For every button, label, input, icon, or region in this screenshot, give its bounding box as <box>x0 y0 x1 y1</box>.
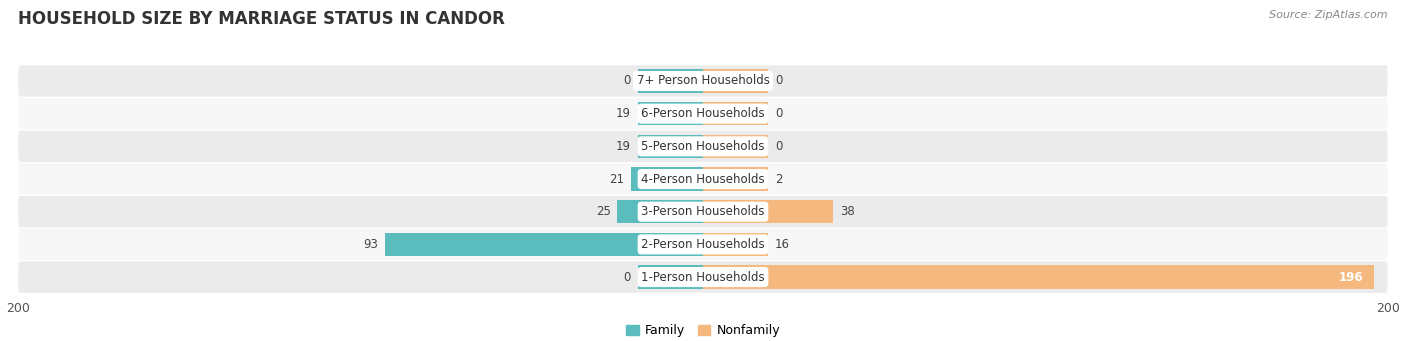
FancyBboxPatch shape <box>18 163 1388 195</box>
Text: 2: 2 <box>775 173 782 186</box>
Text: 19: 19 <box>616 140 631 153</box>
Text: 0: 0 <box>624 74 631 88</box>
Text: 6-Person Households: 6-Person Households <box>641 107 765 120</box>
Text: 4-Person Households: 4-Person Households <box>641 173 765 186</box>
FancyBboxPatch shape <box>18 229 1388 260</box>
Text: 16: 16 <box>775 238 790 251</box>
Text: 7+ Person Households: 7+ Person Households <box>637 74 769 88</box>
FancyBboxPatch shape <box>18 98 1388 129</box>
Text: 38: 38 <box>839 205 855 218</box>
Bar <box>703 135 768 158</box>
Text: 25: 25 <box>596 205 610 218</box>
FancyBboxPatch shape <box>18 196 1388 227</box>
Bar <box>638 69 703 93</box>
Bar <box>703 102 768 125</box>
Text: 19: 19 <box>616 107 631 120</box>
Bar <box>703 200 834 223</box>
Legend: Family, Nonfamily: Family, Nonfamily <box>621 319 785 341</box>
Bar <box>638 102 703 125</box>
Text: 93: 93 <box>363 238 378 251</box>
Bar <box>638 265 703 289</box>
Text: 0: 0 <box>775 140 782 153</box>
Bar <box>703 167 768 191</box>
Text: 21: 21 <box>609 173 624 186</box>
Bar <box>703 265 1374 289</box>
Bar <box>631 167 703 191</box>
Text: 0: 0 <box>624 270 631 284</box>
Bar <box>703 233 768 256</box>
Text: Source: ZipAtlas.com: Source: ZipAtlas.com <box>1270 10 1388 20</box>
Text: 2-Person Households: 2-Person Households <box>641 238 765 251</box>
FancyBboxPatch shape <box>18 261 1388 293</box>
Text: 0: 0 <box>775 74 782 88</box>
Text: 3-Person Households: 3-Person Households <box>641 205 765 218</box>
Text: 196: 196 <box>1339 270 1364 284</box>
Text: 5-Person Households: 5-Person Households <box>641 140 765 153</box>
Text: 0: 0 <box>775 107 782 120</box>
Bar <box>385 233 703 256</box>
FancyBboxPatch shape <box>18 131 1388 162</box>
Text: 1-Person Households: 1-Person Households <box>641 270 765 284</box>
FancyBboxPatch shape <box>18 65 1388 97</box>
Bar <box>638 135 703 158</box>
Bar <box>617 200 703 223</box>
Bar <box>703 69 768 93</box>
Text: HOUSEHOLD SIZE BY MARRIAGE STATUS IN CANDOR: HOUSEHOLD SIZE BY MARRIAGE STATUS IN CAN… <box>18 10 505 28</box>
